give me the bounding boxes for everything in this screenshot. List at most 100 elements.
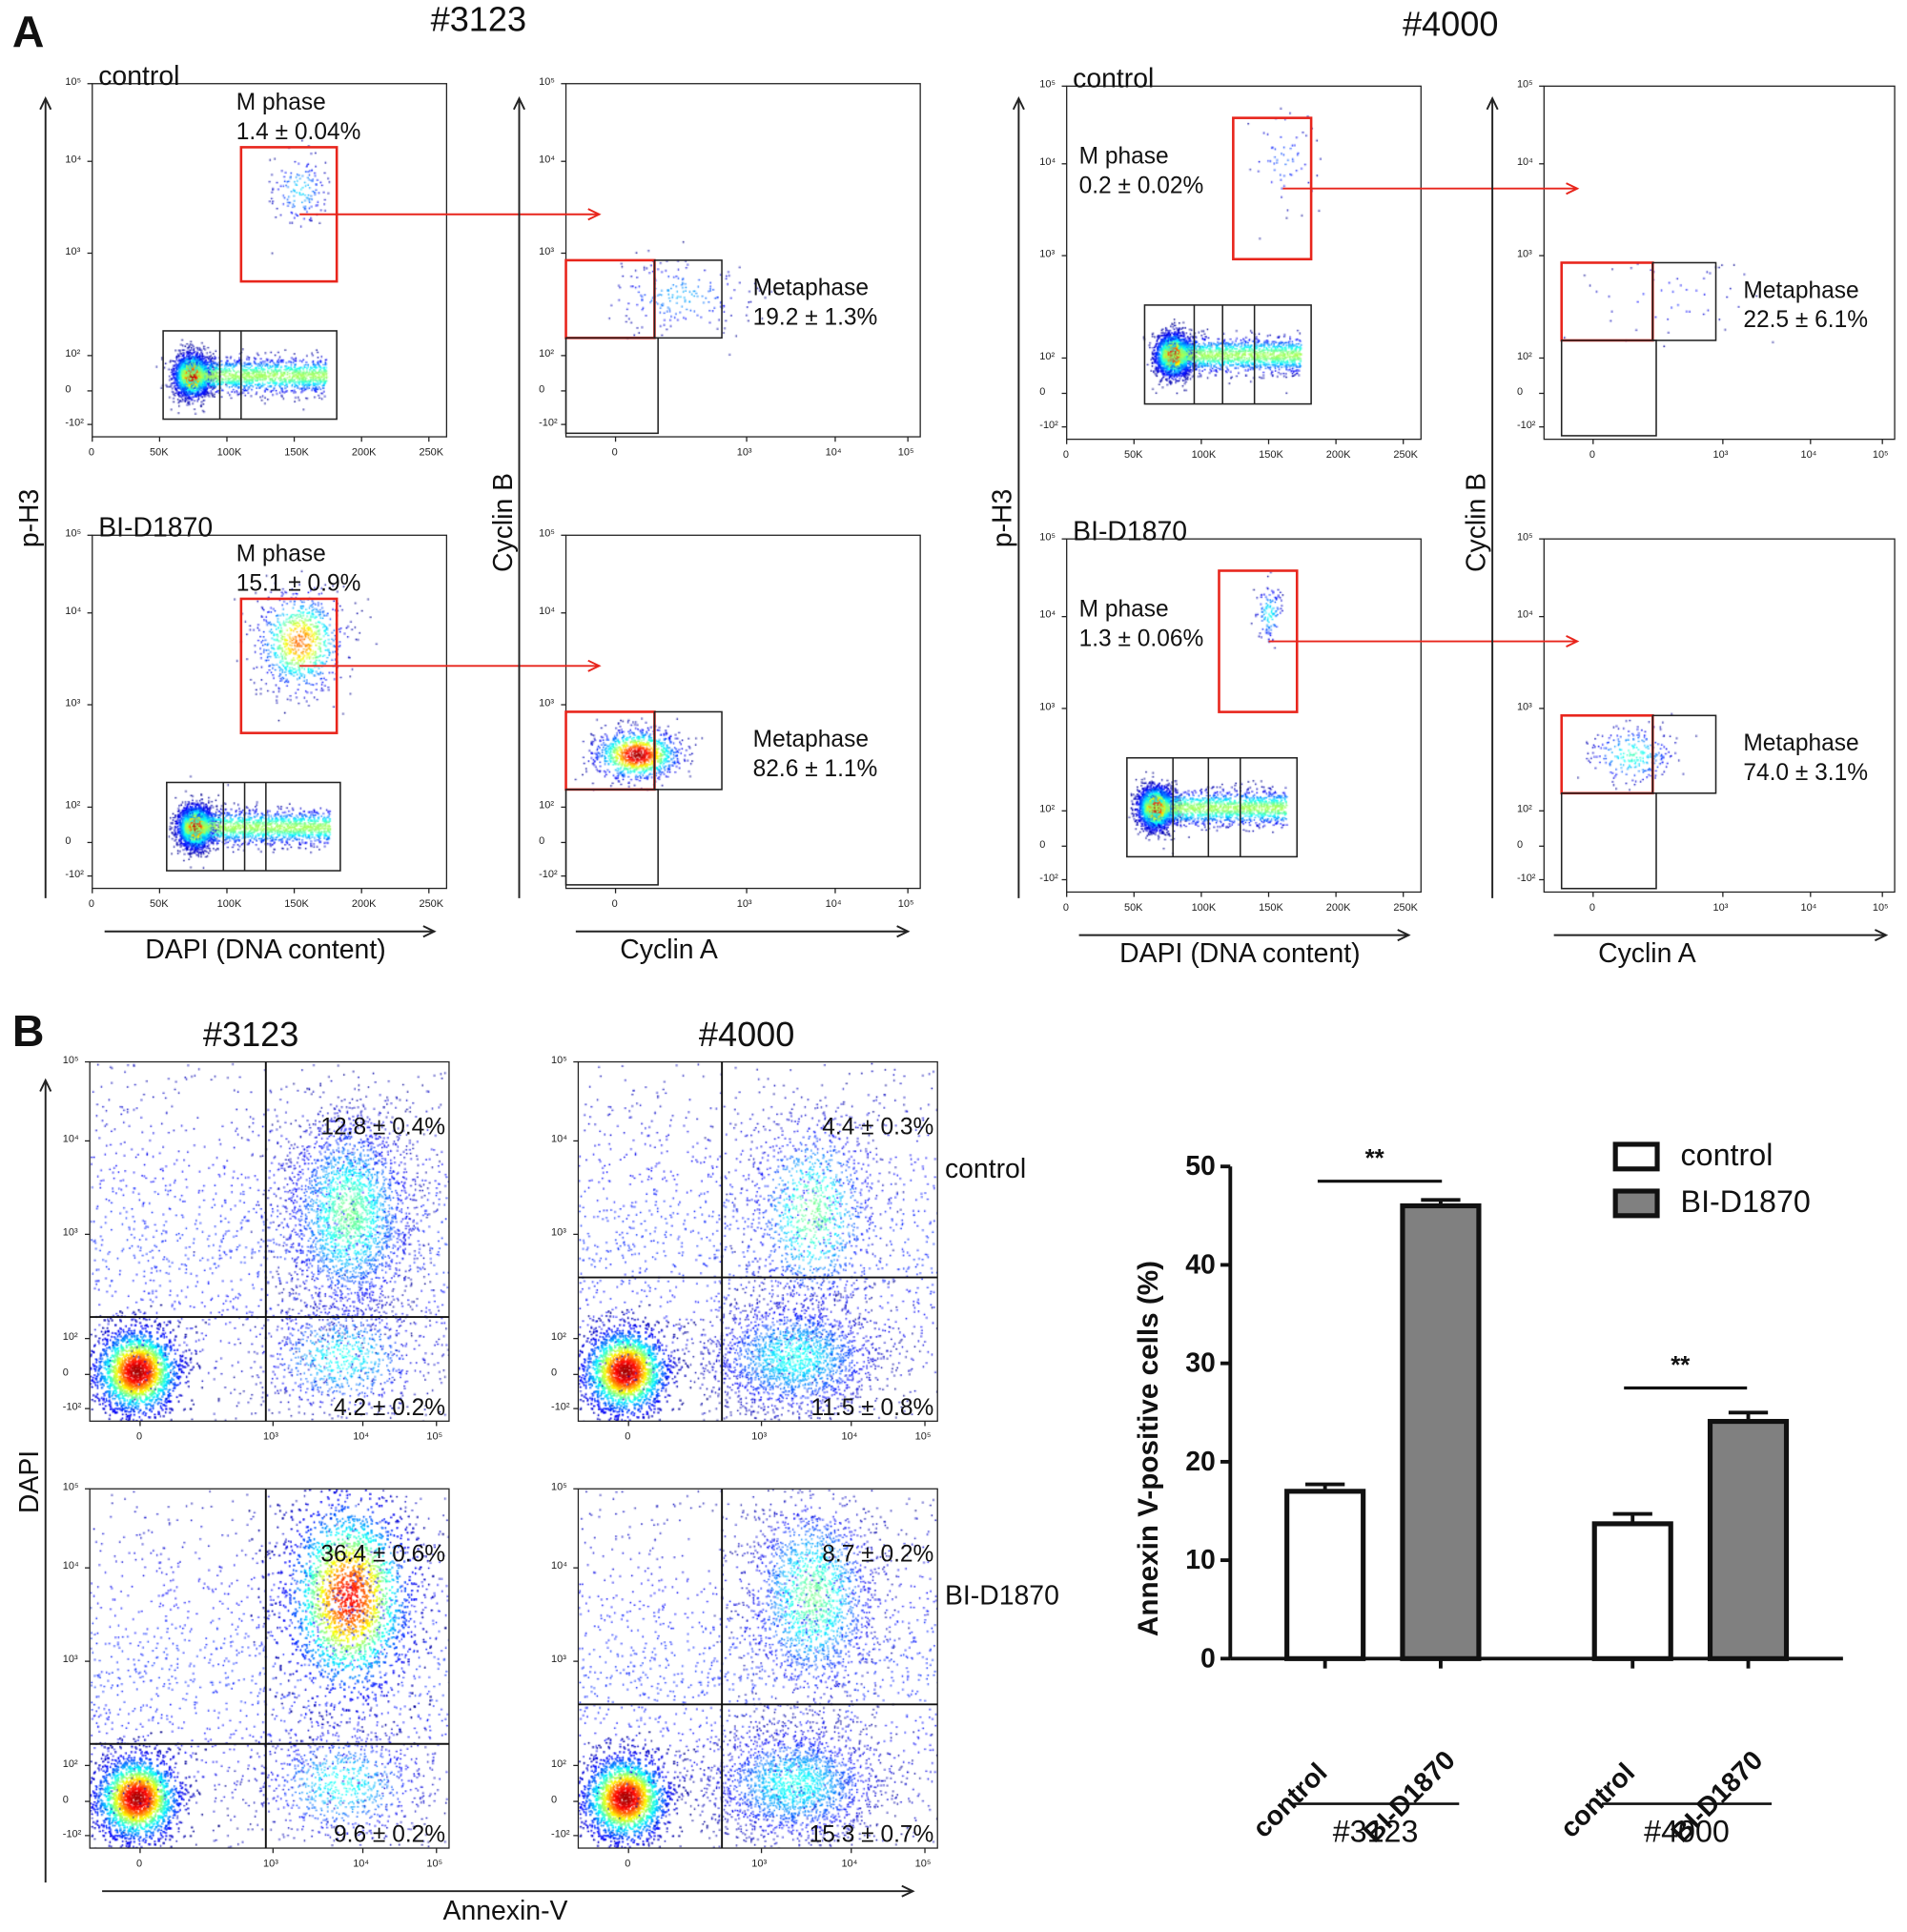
cyclin-b-low-gate bbox=[564, 337, 659, 435]
dna-plot-x-tick-label: 50K bbox=[1123, 900, 1143, 914]
cyclin-plot-y-tick-label: 10⁵ bbox=[1516, 77, 1533, 91]
bar-bi-d1870 bbox=[1400, 1202, 1482, 1661]
annexin-plot-y-tick-label: 10³ bbox=[62, 1653, 78, 1665]
annexin-plot-scatter-dots bbox=[578, 1489, 938, 1849]
cyclin-a-axis-arrow-head bbox=[1874, 929, 1889, 942]
group-title: #4000 bbox=[1402, 5, 1499, 44]
dna-plot-scatter-dots bbox=[92, 83, 447, 438]
m-phase-value: 1.3 ± 0.06% bbox=[1078, 626, 1204, 652]
dna-plot-x-tick-label: 150K bbox=[1259, 900, 1283, 914]
annexin-plot-frame bbox=[89, 1488, 450, 1849]
cyclin-plot-y-tick-label: 10⁴ bbox=[539, 604, 556, 617]
dna-plot-x-tick-label: 0 bbox=[1062, 900, 1069, 914]
cyclin-plot-x-tick-label: 10⁵ bbox=[1872, 900, 1889, 914]
dna-plot-x-tick-label: 150K bbox=[284, 445, 309, 458]
cyclin-b-low-gate bbox=[1560, 339, 1657, 437]
cyclin-b-low-gate bbox=[564, 789, 659, 886]
cyclin-a-high-gate bbox=[653, 710, 723, 791]
dna-plot-frame bbox=[1066, 538, 1422, 894]
cyclin-plot-y-tick-label: 10³ bbox=[1516, 699, 1532, 712]
cyclin-plot-x-tick-label: 0 bbox=[1589, 447, 1596, 461]
cyclin-plot-y-tick-label: -10² bbox=[539, 416, 558, 428]
dna-plot-y-tick-label: 10² bbox=[65, 798, 81, 812]
cyclin-plot-x-tick-label: 10⁵ bbox=[1872, 447, 1889, 461]
annexin-plot-y-tick-label: 10² bbox=[551, 1329, 566, 1343]
cyclin-b-low-gate bbox=[1560, 792, 1657, 890]
upper-right-percentage: 12.8 ± 0.4% bbox=[320, 1115, 446, 1141]
dna-plot-y-tick-label: 0 bbox=[1039, 837, 1046, 851]
metaphase-value: 74.0 ± 3.1% bbox=[1743, 760, 1869, 787]
p-h3-axis-label: p-H3 bbox=[13, 488, 45, 548]
dna-plot-y-tick-label: 0 bbox=[65, 833, 72, 847]
m-phase-value: 0.2 ± 0.02% bbox=[1078, 173, 1204, 200]
annexin-plot-y-tick-label: 10⁵ bbox=[62, 1053, 79, 1066]
dna-plot-y-tick-label: 10³ bbox=[1039, 247, 1056, 259]
panel-a-label: A bbox=[11, 6, 45, 57]
cyclin-a-high-gate bbox=[653, 259, 723, 339]
bar-control bbox=[1284, 1489, 1366, 1661]
legend-swatch-bi-d1870 bbox=[1612, 1188, 1660, 1219]
annexin-plot-x-tick-label: 0 bbox=[625, 1429, 631, 1443]
cyclin-plot-y-tick-label: 0 bbox=[1516, 837, 1524, 851]
annexin-plot-frame bbox=[577, 1488, 938, 1849]
gate-arrow-head bbox=[1566, 635, 1580, 648]
dna-plot-x-tick-label: 200K bbox=[1325, 447, 1351, 461]
cyclin-plot-y-tick-label: 10² bbox=[1516, 802, 1532, 815]
y-tick-label: 30 bbox=[1185, 1346, 1216, 1379]
cyclin-a-axis-label: Cyclin A bbox=[1598, 937, 1696, 969]
cyclin-plot-y-tick-label: 10² bbox=[1516, 349, 1532, 362]
annexin-plot-x-tick-label: 10³ bbox=[751, 1429, 768, 1443]
cyclin-plot-y-tick-label: 10⁴ bbox=[1516, 607, 1533, 621]
annexin-plot-y-tick-label: 0 bbox=[62, 1366, 69, 1379]
condition-label: control bbox=[1073, 62, 1155, 94]
legend-label: control bbox=[1680, 1138, 1774, 1173]
p-h3-axis-label: p-H3 bbox=[986, 488, 1018, 548]
annexin-axis-arrow-head bbox=[901, 1884, 915, 1898]
dna-plot-x-tick-label: 200K bbox=[1325, 900, 1351, 914]
m-phase-value: 15.1 ± 0.9% bbox=[236, 570, 361, 597]
gate-arrow-head bbox=[587, 208, 602, 221]
group-label: #4000 bbox=[1644, 1815, 1730, 1850]
dna-plot-x-tick-label: 250K bbox=[1393, 900, 1419, 914]
cyclin-plot-y-tick-label: -10² bbox=[1516, 418, 1536, 431]
dna-plot-y-tick-label: 10³ bbox=[65, 695, 81, 709]
annexin-plot-y-tick-label: 10⁴ bbox=[62, 1559, 79, 1572]
annexin-axis-label: Annexin-V bbox=[442, 1895, 568, 1926]
gate-arrow-head bbox=[587, 659, 602, 672]
annexin-plot-y-tick-label: -10² bbox=[62, 1400, 82, 1412]
dapi-axis-arrow-head bbox=[1397, 929, 1411, 942]
dna-plot-y-tick-label: 10⁴ bbox=[1039, 607, 1056, 621]
dapi-axis-label: DAPI (DNA content) bbox=[145, 934, 386, 965]
metaphase-value: 82.6 ± 1.1% bbox=[752, 756, 878, 783]
cyclin-plot-frame bbox=[1543, 538, 1896, 894]
dna-plot-y-tick-label: -10² bbox=[65, 416, 84, 428]
dna-plot-frame bbox=[92, 534, 448, 890]
annexin-plot-y-tick-label: 10⁵ bbox=[551, 1480, 567, 1493]
dna-plot-scatter-dots bbox=[1066, 539, 1422, 893]
annexin-plot-y-tick-label: 10⁴ bbox=[62, 1132, 79, 1145]
cyclin-plot-x-tick-label: 10³ bbox=[736, 445, 752, 458]
annexin-plot-y-tick-label: 10⁵ bbox=[551, 1053, 567, 1066]
dna-plot-x-tick-label: 100K bbox=[1191, 900, 1217, 914]
m-phase-value: 1.4 ± 0.04% bbox=[236, 119, 361, 146]
dna-plot-scatter-dots bbox=[92, 535, 447, 889]
cell-cycle-gate bbox=[1143, 304, 1312, 405]
cyclin-plot-x-tick-label: 10⁴ bbox=[1800, 447, 1817, 461]
y-tick-label: 50 bbox=[1185, 1150, 1216, 1182]
dapi-axis-label: DAPI (DNA content) bbox=[1119, 937, 1361, 969]
annexin-plot-y-tick-label: 10³ bbox=[551, 1653, 566, 1665]
group-title: #3123 bbox=[430, 0, 527, 38]
annexin-plot-y-tick-label: 0 bbox=[62, 1793, 69, 1805]
annexin-plot-x-tick-label: 0 bbox=[625, 1857, 631, 1869]
m-phase-label: M phase bbox=[1078, 596, 1169, 623]
dna-plot-x-tick-label: 100K bbox=[1191, 447, 1217, 461]
dna-plot-y-tick-label: 10³ bbox=[1039, 699, 1056, 712]
dna-plot-y-tick-label: 10⁴ bbox=[65, 153, 82, 166]
cyclin-b-axis-label: Cyclin B bbox=[486, 472, 519, 572]
dna-plot-x-tick-label: 200K bbox=[351, 445, 377, 458]
cell-cycle-gate bbox=[1126, 756, 1299, 858]
dapi-axis-arrow-head bbox=[422, 925, 437, 938]
dna-plot-x-tick-label: 250K bbox=[419, 896, 444, 910]
cyclin-plot-x-tick-label: 0 bbox=[611, 445, 618, 458]
metaphase-value: 19.2 ± 1.3% bbox=[752, 304, 878, 332]
